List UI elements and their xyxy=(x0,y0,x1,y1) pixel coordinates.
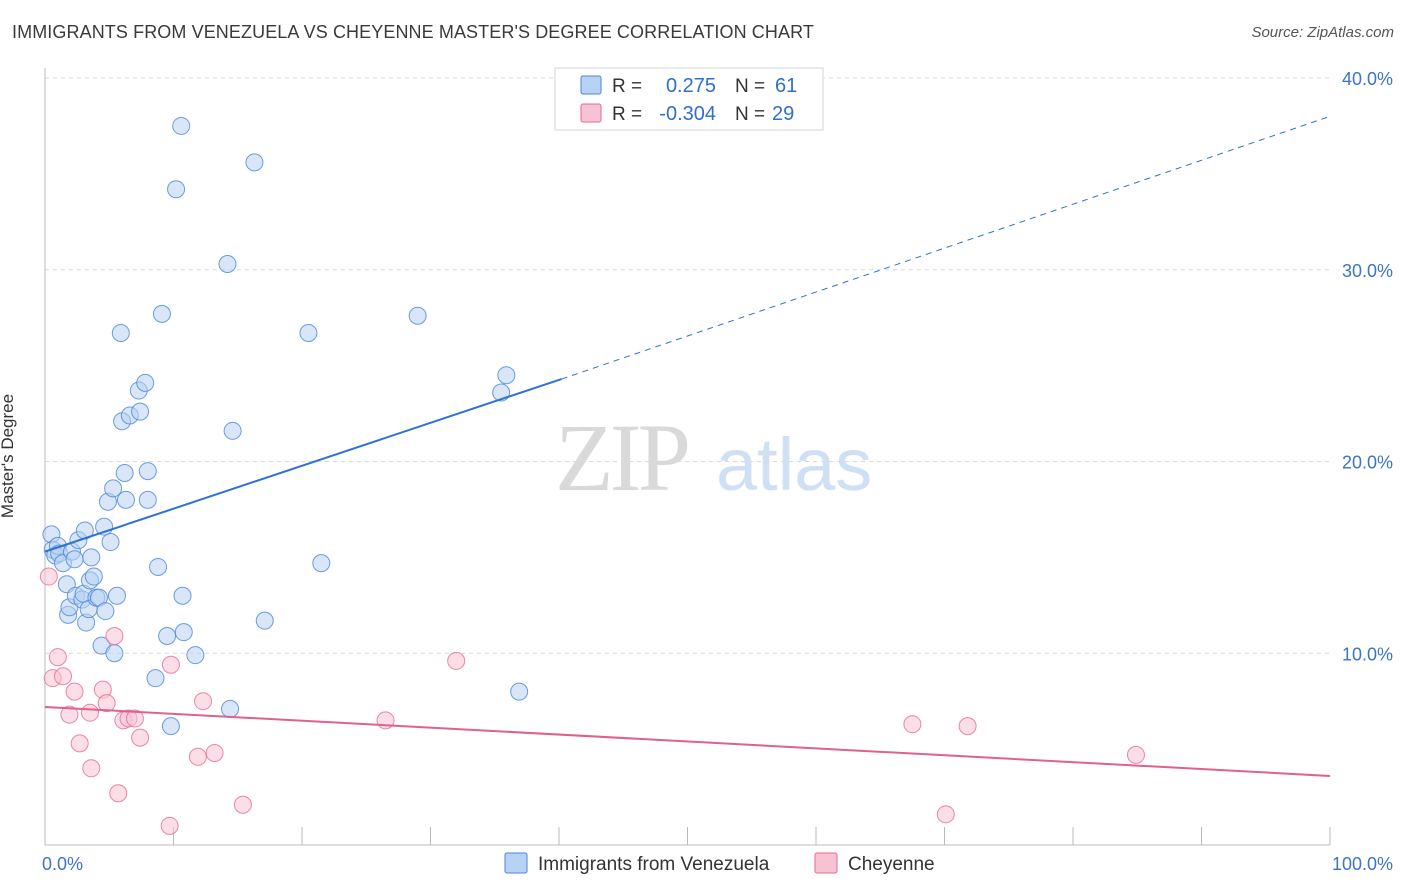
point-cheyenne xyxy=(109,784,128,803)
stat-legend-n-label: N = xyxy=(735,104,765,125)
point-venezuela xyxy=(138,490,157,509)
point-venezuela xyxy=(186,646,205,665)
watermark: ZIP atlas xyxy=(555,404,872,511)
point-cheyenne xyxy=(70,734,89,753)
points-layer xyxy=(39,116,1145,835)
stat-legend-swatch-venezuela xyxy=(580,75,602,95)
point-cheyenne xyxy=(39,567,58,586)
stat-legend-n-value: 29 xyxy=(772,103,794,125)
point-venezuela xyxy=(223,421,242,440)
point-venezuela xyxy=(492,383,511,402)
point-venezuela xyxy=(138,462,157,481)
point-venezuela xyxy=(167,180,186,199)
point-venezuela xyxy=(105,644,124,663)
point-venezuela xyxy=(173,586,192,605)
stat-legend-r-value: -0.304 xyxy=(659,103,716,125)
point-cheyenne xyxy=(958,717,977,736)
stat-legend-n-label: N = xyxy=(735,76,765,97)
point-venezuela xyxy=(115,464,134,483)
point-venezuela xyxy=(174,623,193,642)
point-venezuela xyxy=(221,699,240,718)
point-cheyenne xyxy=(53,667,72,686)
stat-legend-r-value: 0.275 xyxy=(666,75,716,97)
point-cheyenne xyxy=(194,692,213,711)
point-venezuela xyxy=(172,116,191,135)
y-tick-label: 20.0% xyxy=(1342,453,1393,473)
source-credit: Source: ZipAtlas.com xyxy=(1251,24,1394,41)
point-venezuela xyxy=(497,366,516,385)
x-tick-label: 100.0% xyxy=(1332,854,1393,874)
point-venezuela xyxy=(111,324,130,343)
legend-swatch-cheyenne xyxy=(814,852,838,874)
watermark-zip: ZIP xyxy=(555,404,688,511)
point-venezuela xyxy=(82,548,101,567)
y-tick-label: 10.0% xyxy=(1342,644,1393,664)
point-cheyenne xyxy=(97,694,116,713)
y-tick-label: 40.0% xyxy=(1342,69,1393,89)
point-cheyenne xyxy=(105,626,124,645)
point-venezuela xyxy=(161,717,180,736)
point-venezuela xyxy=(255,611,274,630)
point-venezuela xyxy=(245,153,264,172)
axes-layer: 0.0% 100.0% xyxy=(42,68,1393,874)
point-venezuela xyxy=(312,554,331,573)
point-venezuela xyxy=(96,602,115,621)
point-venezuela xyxy=(152,304,171,323)
series-legend: Immigrants from Venezuela Cheyenne xyxy=(504,852,935,875)
trend-layer xyxy=(44,115,1331,777)
point-venezuela xyxy=(84,567,103,586)
stat-legend-n-value: 61 xyxy=(775,75,797,97)
legend-swatch-venezuela xyxy=(504,852,528,874)
point-venezuela xyxy=(104,479,123,498)
point-venezuela xyxy=(408,306,427,325)
point-venezuela xyxy=(116,490,135,509)
point-cheyenne xyxy=(233,795,252,814)
point-cheyenne xyxy=(205,743,224,762)
point-cheyenne xyxy=(1126,745,1145,764)
point-cheyenne xyxy=(48,648,67,667)
point-venezuela xyxy=(131,402,150,421)
stat-legend-r-label: R = xyxy=(612,76,642,97)
y-tick-label: 30.0% xyxy=(1342,261,1393,281)
point-cheyenne xyxy=(65,682,84,701)
point-venezuela xyxy=(136,373,155,392)
point-venezuela xyxy=(299,324,318,343)
point-cheyenne xyxy=(82,759,101,778)
point-cheyenne xyxy=(447,651,466,670)
point-venezuela xyxy=(149,557,168,576)
legend-label-cheyenne: Cheyenne xyxy=(848,854,935,875)
point-cheyenne xyxy=(160,816,179,835)
trendline-cheyenne xyxy=(44,705,1331,777)
point-venezuela xyxy=(107,586,126,605)
stat-legend: R = 0.275 N = 61 R = -0.304 N = 29 xyxy=(554,67,824,131)
point-cheyenne xyxy=(131,728,150,747)
point-cheyenne xyxy=(80,703,99,722)
point-cheyenne xyxy=(936,805,955,824)
stat-legend-swatch-cheyenne xyxy=(580,103,602,123)
point-venezuela xyxy=(146,669,165,688)
trendline-venezuela-extension xyxy=(561,115,1331,380)
point-venezuela xyxy=(65,550,84,569)
point-venezuela xyxy=(101,533,120,552)
chart-title: IMMIGRANTS FROM VENEZUELA VS CHEYENNE MA… xyxy=(12,22,814,42)
legend-label-venezuela: Immigrants from Venezuela xyxy=(538,854,770,875)
point-cheyenne xyxy=(188,747,207,766)
point-venezuela xyxy=(158,626,177,645)
point-venezuela xyxy=(218,254,237,273)
stat-legend-r-label: R = xyxy=(612,104,642,125)
x-tick-label: 0.0% xyxy=(42,854,83,874)
point-cheyenne xyxy=(60,705,79,724)
watermark-atlas: atlas xyxy=(716,423,872,506)
point-cheyenne xyxy=(125,709,144,728)
trendline-venezuela xyxy=(44,378,562,553)
point-cheyenne xyxy=(903,715,922,734)
point-venezuela xyxy=(510,682,529,701)
point-cheyenne xyxy=(161,655,180,674)
